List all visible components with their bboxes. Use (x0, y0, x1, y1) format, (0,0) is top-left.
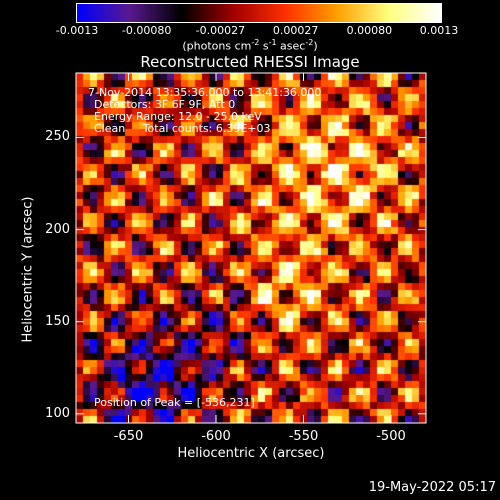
y-tick-label: 250 (45, 129, 70, 145)
colorbar-tick-label: -0.0013 (55, 24, 99, 37)
y-tick-label: 150 (45, 313, 70, 329)
x-axis-label: Heliocentric X (arcsec) (177, 446, 325, 461)
info-peak: Position of Peak = [-536,231] (94, 396, 255, 409)
y-tick-label: 200 (45, 221, 70, 237)
x-tick-label: -600 (201, 429, 231, 444)
colorbar-tick-label: 0.00080 (346, 24, 393, 37)
colorbar-unit: (photons cm-2 s-1 asec-2) (182, 38, 318, 53)
x-tick-label: -550 (288, 429, 319, 444)
heatmap-image (76, 73, 426, 423)
chart-title: Reconstructed RHESSI Image (140, 53, 360, 71)
x-tick-label: -500 (376, 429, 406, 444)
y-tick-label: 100 (45, 405, 70, 421)
colorbar (76, 3, 442, 23)
x-tick-label: -650 (113, 429, 144, 444)
info-energy: Energy Range: 12.0 - 25.0 keV (94, 110, 262, 123)
colorbar-tick-label: -0.00080 (121, 24, 172, 37)
plot-frame (75, 72, 427, 424)
info-detectors: Detectors: 3F 6F 9F, Att 0 (94, 98, 236, 111)
y-axis-label: Heliocentric Y (arcsec) (20, 196, 36, 343)
footer-timestamp: 19-May-2022 05:17 (368, 480, 496, 495)
colorbar-tick-label: 0.0013 (419, 24, 459, 37)
colorbar-tick-label: 0.00027 (272, 24, 319, 37)
colorbar-tick-label: -0.00027 (195, 24, 246, 37)
info-clean: Clean Total counts: 6.39E+03 (94, 122, 271, 135)
info-time: 7-Nov-2014 13:35:36.000 to 13:41:36.000 (88, 86, 322, 99)
